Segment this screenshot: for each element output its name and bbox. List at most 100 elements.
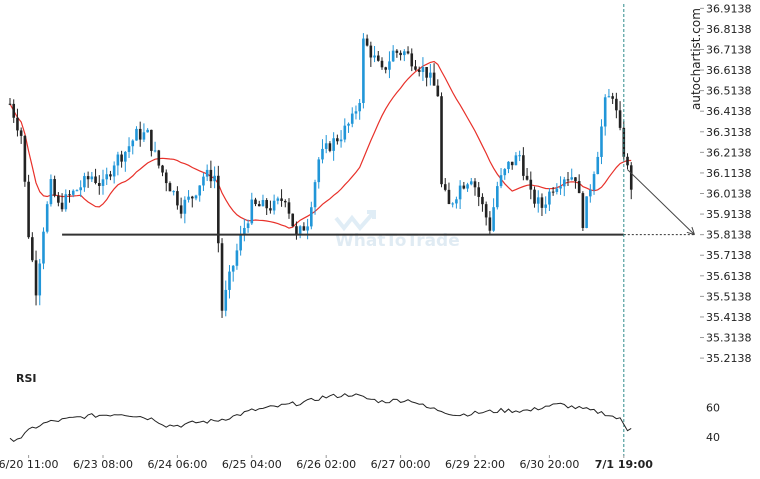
candle [109,174,112,177]
candle [235,250,239,266]
time-tick-label: 6/26 02:00 [296,458,356,471]
projection-arrowhead-icon [686,226,695,236]
candle [287,202,291,214]
candle [16,117,19,131]
price-tick-label: 35.8138 [706,229,752,242]
candle [533,189,536,204]
candle [53,179,56,196]
candle [83,176,86,188]
candle [321,148,324,160]
price-axis: 36.9138 36.8138 36.7138 36.6138 36.5138 36.41… [700,2,752,365]
candle [283,200,287,203]
candle [503,169,507,176]
candle [97,182,101,186]
candle [86,176,90,180]
price-tick-label: 35.6138 [706,270,752,283]
candle [116,154,120,166]
candle [425,67,428,78]
candle [34,260,38,296]
time-tick-label: 6/27 00:00 [371,458,431,471]
price-tick-label: 36.3138 [706,126,752,139]
candle [347,123,350,126]
candle [358,103,361,112]
candle [302,226,306,231]
candle [462,185,466,189]
watermark-vertical: autochartist.com [689,8,703,110]
price-tick-label: 35.3138 [706,332,752,345]
candle [373,55,376,58]
candle [202,176,205,186]
candle [150,129,153,151]
candle [603,97,607,127]
candle [31,237,34,261]
time-tick-label: 7/1 19:00 [595,458,654,471]
candle [488,217,492,231]
candle [183,199,187,214]
candle [354,111,358,114]
candle [469,181,473,185]
candle [421,67,425,72]
candle [94,176,97,183]
candle [596,156,600,175]
candle [19,130,23,136]
candle [336,138,339,142]
time-tick-label: 6/29 22:00 [445,458,505,471]
candle [138,128,142,140]
candle [414,66,417,70]
candle [209,169,213,182]
candle [417,69,421,72]
rsi-tick-label: 40 [706,431,720,444]
projection-line [627,169,695,236]
candle [436,85,440,97]
candle [570,177,574,180]
candle [611,96,614,99]
candle [60,202,64,210]
candle [120,154,123,162]
candle [592,174,596,190]
candle [135,128,138,141]
candle [49,179,53,205]
candle [406,51,410,54]
time-tick-label: 6/20 11:00 [0,458,59,471]
candle [566,179,570,181]
rsi-label: RSI [16,372,37,385]
candle [629,165,633,190]
candle [555,188,559,192]
price-tick-label: 36.7138 [706,43,752,56]
candle [350,113,354,124]
candle [295,226,298,235]
candle [585,196,588,228]
candle [473,181,477,188]
candle [559,186,562,189]
candle [179,205,183,214]
candle [254,199,257,205]
candles [8,33,633,318]
candle [205,169,209,177]
candle [142,132,146,140]
candle [443,184,447,190]
candle [388,61,391,70]
candle [187,196,190,200]
candle [38,263,42,296]
candle [410,53,414,67]
candle [581,193,585,228]
candle [157,150,161,166]
candle [172,191,175,193]
price-tick-label: 35.7138 [706,249,752,262]
forecast-projection [627,169,695,236]
candle [615,98,618,111]
price-tick-label: 36.9138 [706,2,752,15]
candle [466,184,469,189]
candle [90,176,94,180]
watermark: WhatToTrade autochartist.com [334,8,703,251]
candle [548,191,551,205]
candle [27,181,30,238]
candle [324,143,328,149]
price-tick-label: 36.2138 [706,146,752,159]
candle [265,200,268,209]
candle [75,190,79,192]
candle [510,161,514,166]
candle [589,189,592,197]
candle [343,125,347,140]
candle [8,103,12,105]
